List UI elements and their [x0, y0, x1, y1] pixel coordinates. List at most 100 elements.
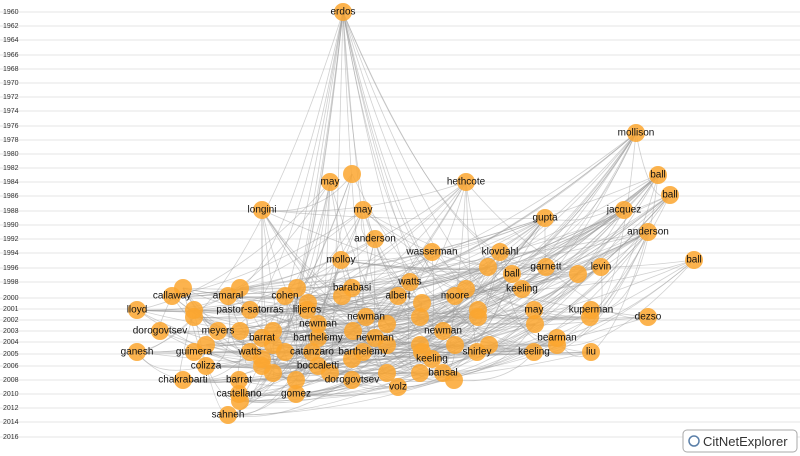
node-label: albert	[385, 291, 410, 302]
node[interactable]	[128, 301, 146, 319]
node[interactable]	[344, 322, 362, 340]
node[interactable]	[298, 301, 316, 319]
node[interactable]	[615, 201, 633, 219]
citation-edge	[193, 181, 467, 318]
citation-edge	[465, 259, 695, 291]
node[interactable]	[548, 329, 566, 347]
node[interactable]	[457, 173, 475, 191]
citation-edge	[477, 132, 637, 311]
node[interactable]	[411, 364, 429, 382]
node[interactable]	[334, 3, 352, 21]
node[interactable]	[321, 173, 339, 191]
node[interactable]	[185, 308, 203, 326]
node[interactable]	[423, 243, 441, 261]
node[interactable]	[197, 357, 215, 375]
node[interactable]	[649, 166, 667, 184]
node[interactable]	[661, 186, 679, 204]
node[interactable]	[231, 322, 249, 340]
citation-edge	[136, 181, 331, 311]
node[interactable]	[209, 322, 227, 340]
node[interactable]	[343, 279, 361, 297]
node[interactable]	[332, 251, 350, 269]
node[interactable]	[413, 294, 431, 312]
node[interactable]	[241, 301, 259, 319]
logo[interactable]: CitNetExplorer	[682, 429, 798, 453]
node[interactable]	[378, 364, 396, 382]
node[interactable]	[303, 343, 321, 361]
node[interactable]	[309, 315, 327, 333]
node[interactable]	[582, 343, 600, 361]
node[interactable]	[343, 371, 361, 389]
citation-edge	[306, 209, 625, 311]
node[interactable]	[354, 343, 372, 361]
node[interactable]	[276, 343, 294, 361]
node[interactable]	[287, 385, 305, 403]
node[interactable]	[526, 315, 544, 333]
node[interactable]	[378, 315, 396, 333]
node[interactable]	[685, 251, 703, 269]
node[interactable]	[241, 343, 259, 361]
node[interactable]	[163, 287, 181, 305]
node[interactable]	[537, 258, 555, 276]
node[interactable]	[366, 329, 384, 347]
node[interactable]	[446, 336, 464, 354]
citation-edge	[329, 181, 423, 353]
node[interactable]	[287, 371, 305, 389]
node[interactable]	[503, 265, 521, 283]
node-label: watts	[237, 347, 261, 358]
node[interactable]	[185, 343, 203, 361]
citation-edge	[261, 316, 479, 362]
node[interactable]	[276, 287, 294, 305]
node[interactable]	[468, 343, 486, 361]
node[interactable]	[128, 343, 146, 361]
node[interactable]	[446, 287, 464, 305]
node[interactable]	[219, 287, 237, 305]
node-label: dorogovtsev	[325, 375, 379, 386]
node[interactable]	[639, 308, 657, 326]
node[interactable]	[536, 209, 554, 227]
citation-edge	[362, 209, 489, 268]
citation-edge	[419, 316, 591, 319]
node[interactable]	[174, 371, 192, 389]
citation-edge	[307, 302, 649, 320]
node[interactable]	[401, 273, 419, 291]
node[interactable]	[253, 201, 271, 219]
node[interactable]	[309, 329, 327, 347]
node[interactable]	[366, 230, 384, 248]
node[interactable]	[525, 343, 543, 361]
node[interactable]	[525, 301, 543, 319]
node-label: liu	[586, 347, 596, 358]
node[interactable]	[491, 243, 509, 261]
node[interactable]	[582, 301, 600, 319]
node[interactable]	[309, 357, 327, 375]
node[interactable]	[253, 329, 271, 347]
citation-edge	[477, 209, 625, 318]
node[interactable]	[434, 322, 452, 340]
citation-edge	[171, 209, 364, 297]
node[interactable]	[434, 364, 452, 382]
node[interactable]	[264, 364, 282, 382]
node[interactable]	[151, 322, 169, 340]
node[interactable]	[357, 308, 375, 326]
node-label: keeling	[506, 284, 538, 295]
node[interactable]	[569, 265, 587, 283]
node[interactable]	[639, 223, 657, 241]
node-label: ganesh	[121, 347, 154, 358]
year-label: 1978	[3, 137, 19, 144]
node[interactable]	[343, 165, 361, 183]
node[interactable]	[230, 371, 248, 389]
citation-edge	[272, 181, 331, 332]
node[interactable]	[423, 350, 441, 368]
node[interactable]	[627, 124, 645, 142]
node[interactable]	[469, 308, 487, 326]
node[interactable]	[230, 385, 248, 403]
citation-edge	[340, 259, 489, 271]
node[interactable]	[479, 258, 497, 276]
node[interactable]	[513, 280, 531, 298]
node[interactable]	[592, 258, 610, 276]
node[interactable]	[354, 201, 372, 219]
node[interactable]	[389, 287, 407, 305]
node[interactable]	[411, 308, 429, 326]
node[interactable]	[389, 378, 407, 396]
node[interactable]	[219, 406, 237, 424]
